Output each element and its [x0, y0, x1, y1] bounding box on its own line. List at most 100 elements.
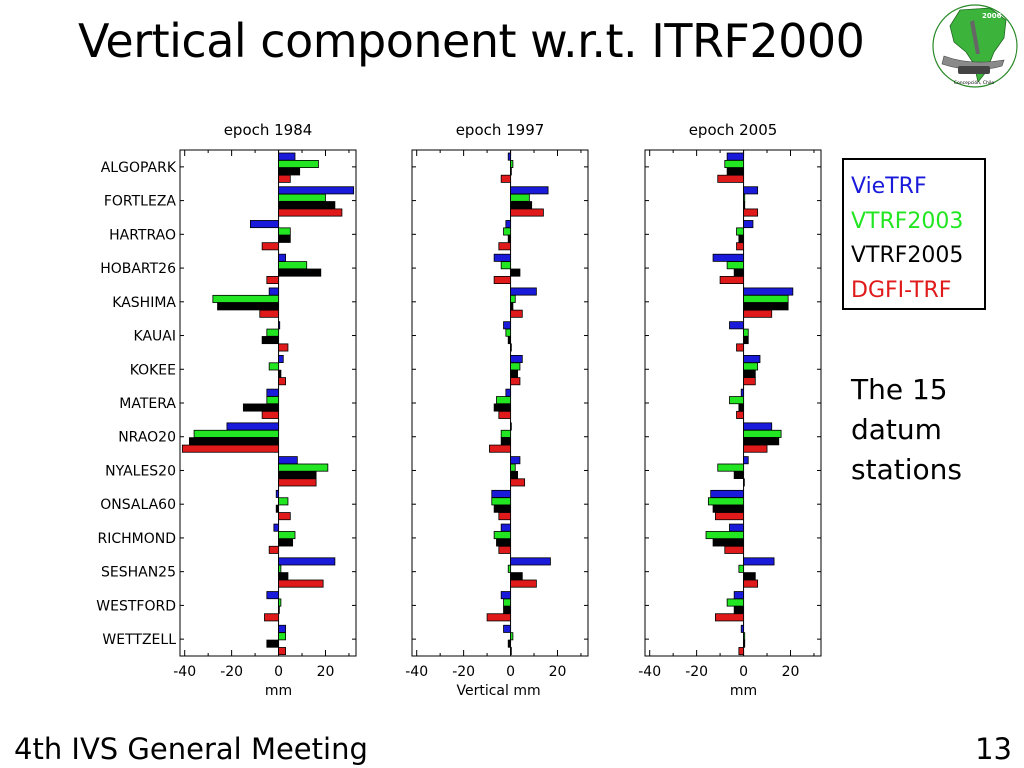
bar: [510, 268, 521, 277]
bar: [275, 489, 279, 498]
bar: [278, 193, 326, 202]
bar: [275, 504, 279, 513]
bar: [743, 208, 759, 217]
bar: [188, 437, 279, 446]
x-axis-label: mm: [265, 683, 292, 699]
bar: [726, 152, 744, 161]
station-label: KASHIMA: [112, 295, 176, 311]
bar: [743, 444, 768, 453]
bar: [738, 564, 744, 573]
bar: [217, 302, 279, 311]
logo-place: Concepción, Chile: [954, 79, 995, 86]
x-tick-label: -40: [173, 664, 196, 680]
bar: [729, 396, 744, 405]
bar: [736, 227, 744, 236]
bar: [743, 336, 749, 345]
bar: [510, 309, 523, 318]
bar: [261, 410, 279, 419]
bar: [510, 478, 526, 487]
bar: [493, 403, 511, 412]
bar: [740, 388, 744, 397]
x-tick-label: -20: [220, 664, 243, 680]
bar: [278, 167, 301, 176]
bar: [489, 444, 511, 453]
bar: [510, 579, 537, 588]
bar: [503, 227, 511, 236]
bar: [500, 429, 511, 438]
bar: [510, 167, 512, 176]
bar: [278, 377, 286, 386]
bar: [510, 201, 533, 210]
bar: [510, 632, 514, 641]
bar: [743, 287, 794, 296]
bar: [743, 220, 754, 229]
bar: [278, 579, 324, 588]
legend-item-vtrf2003: VTRF2003: [851, 208, 964, 234]
bar: [507, 152, 511, 161]
bar: [278, 624, 286, 633]
bar: [273, 523, 279, 532]
bar: [738, 403, 744, 412]
bar: [278, 208, 343, 217]
bar: [733, 470, 744, 479]
bar: [503, 598, 511, 607]
bar: [710, 489, 744, 498]
bar: [278, 512, 291, 521]
station-label: HARTRAO: [109, 227, 176, 243]
logo-year: 2006: [982, 12, 1002, 20]
bar: [278, 456, 298, 465]
bar: [510, 343, 512, 352]
bar: [743, 354, 761, 363]
bar: [733, 268, 744, 277]
bar: [729, 523, 744, 532]
bar: [738, 234, 744, 243]
bar: [278, 605, 280, 614]
bar: [278, 261, 308, 270]
bar: [510, 186, 549, 195]
bar: [510, 557, 551, 566]
bar: [278, 470, 317, 479]
bar: [498, 410, 511, 419]
bar: [266, 328, 279, 337]
bar: [712, 504, 744, 513]
bar: [278, 478, 317, 487]
bar: [743, 302, 789, 311]
bar: [743, 201, 746, 210]
bar: [278, 598, 282, 607]
bar: [743, 632, 746, 641]
bar: [266, 639, 279, 648]
x-tick-label: -40: [405, 664, 428, 680]
bar: [738, 647, 744, 656]
x-tick-label: -20: [685, 664, 708, 680]
bar: [181, 444, 279, 453]
bar: [278, 531, 296, 540]
station-label: RICHMOND: [97, 531, 176, 547]
bar: [249, 220, 279, 229]
note-line-1: The 15: [851, 373, 948, 406]
bar: [278, 538, 294, 547]
bar: [259, 309, 279, 318]
bar: [278, 174, 291, 183]
bar: [493, 504, 511, 513]
bar: [510, 422, 512, 431]
bar: [507, 234, 511, 243]
bar: [498, 242, 511, 251]
bar: [268, 287, 279, 296]
x-tick-label: 0: [739, 664, 748, 680]
station-label: NRAO20: [118, 430, 176, 446]
bar: [503, 624, 511, 633]
bar: [743, 478, 745, 487]
bar: [510, 377, 521, 386]
x-axis-label: mm: [730, 683, 757, 699]
bar: [736, 410, 744, 419]
bar: [503, 321, 511, 330]
bar: [503, 605, 511, 614]
bar: [712, 253, 744, 262]
bar: [715, 613, 744, 622]
station-label: WESTFORD: [96, 598, 176, 614]
bar: [510, 287, 537, 296]
bar: [743, 328, 749, 337]
x-tick-label: 20: [549, 664, 567, 680]
footer-meeting-name: 4th IVS General Meeting: [14, 732, 368, 766]
